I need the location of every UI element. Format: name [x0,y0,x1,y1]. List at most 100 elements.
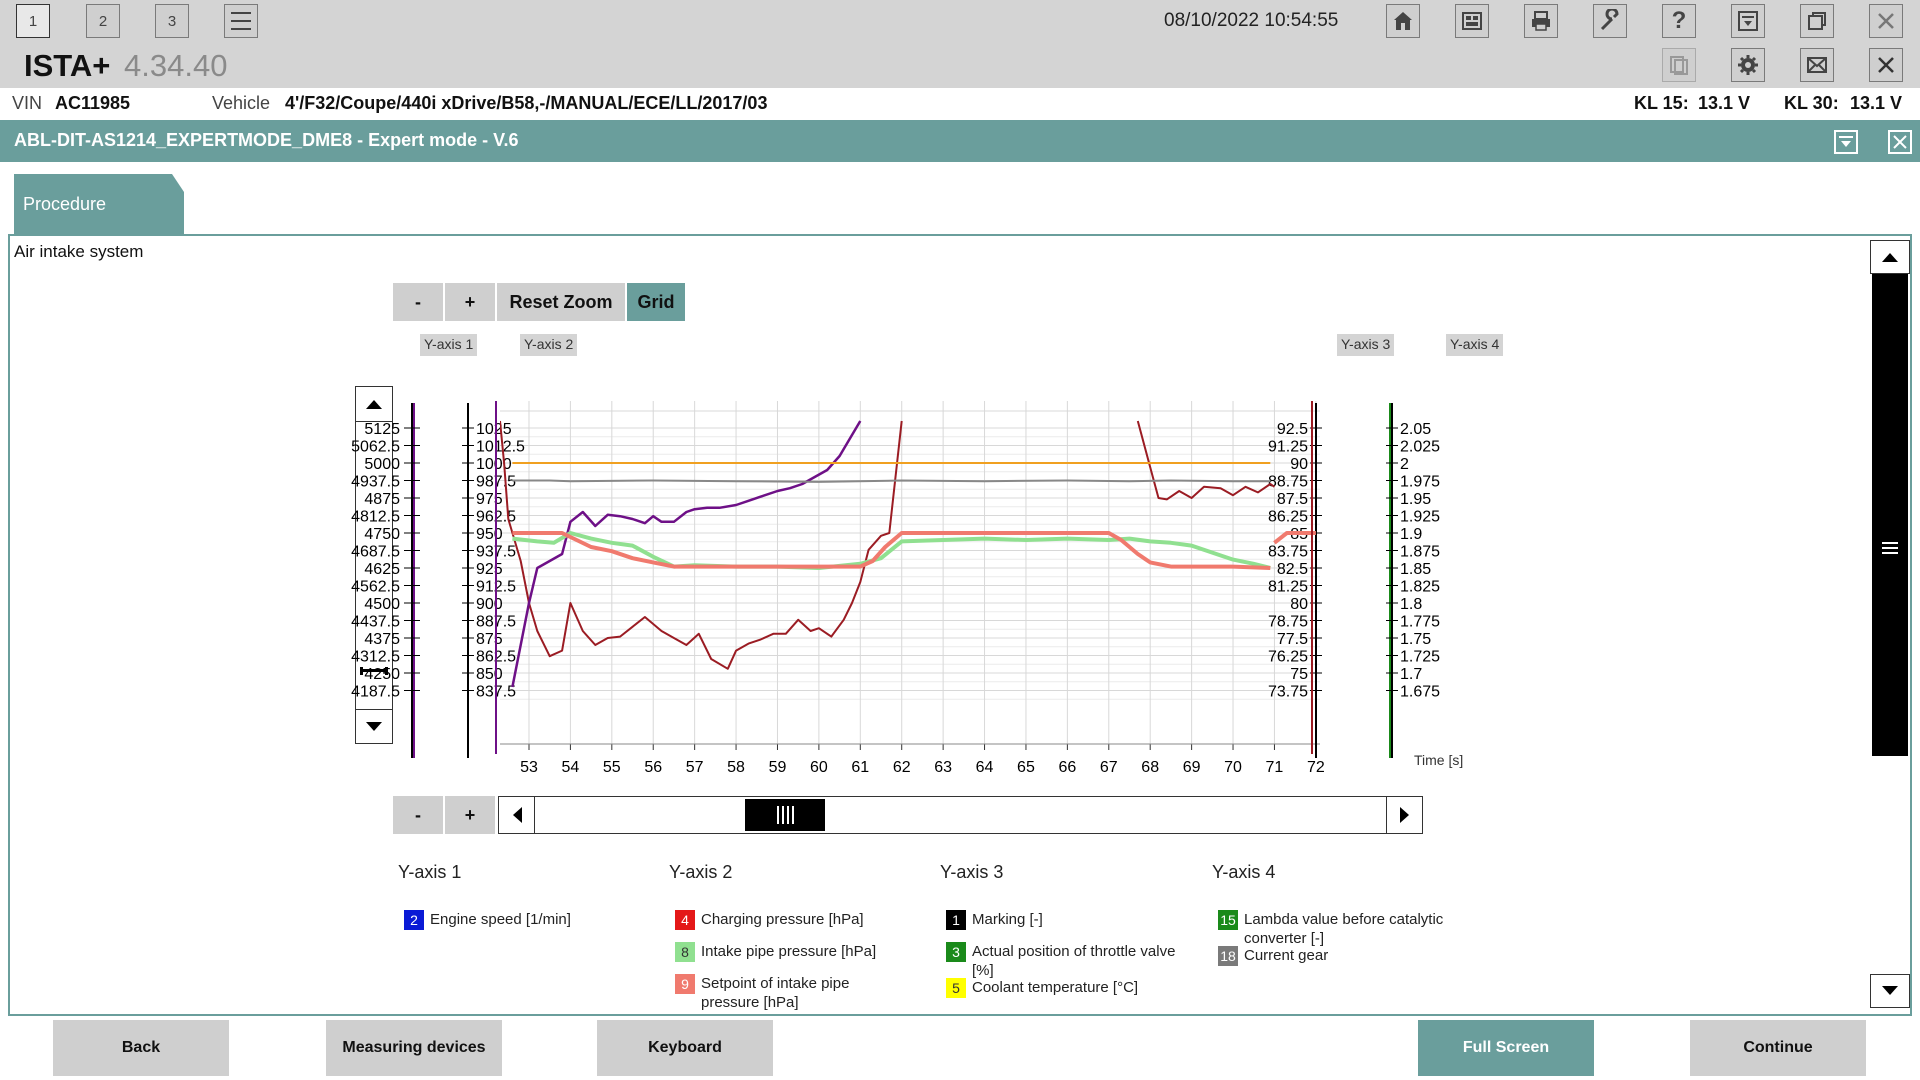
printer-icon[interactable] [1524,4,1558,38]
close-procedure-icon[interactable] [1888,130,1912,154]
y-axis-3-tag[interactable]: Y-axis 3 [1337,334,1395,356]
session-tab-1[interactable]: 1 [16,4,50,38]
panel-scrollbar[interactable] [1870,240,1910,1008]
scroll-up-button[interactable] [1870,240,1910,274]
y-axis-2-tick-label: 1012.5 [476,439,525,456]
x-tick-label: 56 [644,759,662,776]
wrench-icon[interactable] [1593,4,1627,38]
reset-zoom-button[interactable]: Reset Zoom [497,283,625,321]
y-axis-2-tick-label: 900 [476,596,503,613]
close-app-icon[interactable] [1869,4,1903,38]
legend-label: Lambda value before catalytic converter … [1244,911,1444,947]
home-icon[interactable] [1386,4,1420,38]
y-axis-2-tick-label: 975 [476,491,503,508]
time-scrollbar-thumb[interactable] [745,799,825,831]
y-axis-1-tick-label: 4250 [364,666,400,683]
y-axis-4-tick-label: 1.75 [1400,631,1431,648]
vin-label: VIN [12,93,43,113]
kl15-label: KL 15: [1634,93,1689,113]
legend-label: Actual position of throttle valve [%] [972,943,1176,979]
close-session-icon[interactable] [1869,48,1903,82]
session-tab-3[interactable]: 3 [155,4,189,38]
x-tick-label: 68 [1141,759,1159,776]
legend-item[interactable]: 18 Current gear [1218,946,1448,966]
zoom-slider-down-button[interactable] [356,710,392,744]
y-axis-3-tick-label: 88.75 [1268,474,1308,491]
restore-window-icon[interactable] [1800,4,1834,38]
dropdown-menu-icon[interactable] [1731,4,1765,38]
minimize-procedure-icon[interactable] [1834,130,1858,154]
vertical-zoom-slider[interactable] [355,386,393,744]
y-axis-4-tag[interactable]: Y-axis 4 [1446,334,1504,356]
back-button[interactable]: Back [53,1020,229,1076]
continue-button[interactable]: Continue [1690,1020,1866,1076]
zoom-in-button[interactable]: + [445,283,495,321]
session-tab-2[interactable]: 2 [86,4,120,38]
y-axis-3-tick-label: 82.5 [1277,561,1308,578]
session-tab-3-label: 3 [167,12,177,30]
kl30-value: 13.1 V [1850,93,1903,113]
keyboard-button[interactable]: Keyboard [597,1020,773,1076]
x-tick-label: 70 [1224,759,1242,776]
y-axis-4-tick-label: 1.825 [1400,579,1440,596]
y-axis-1-tick-label: 4812.5 [351,509,400,526]
scrollbar-grip-icon [1882,539,1898,557]
help-icon[interactable]: ? [1662,4,1696,38]
full-screen-button[interactable]: Full Screen [1418,1020,1594,1076]
time-scrollbar[interactable] [498,796,1423,834]
settings-gear-icon[interactable] [1731,48,1765,82]
legend-item[interactable]: 4 Charging pressure [hPa] [675,910,905,930]
legend-item[interactable]: 15 Lambda value before catalytic converte… [1218,910,1448,948]
scroll-down-button[interactable] [1870,974,1910,1008]
x-tick-label: 69 [1183,759,1201,776]
legend-item[interactable]: 5 Coolant temperature [°C] [946,978,1176,998]
scroll-right-button[interactable] [1386,797,1422,833]
legend-item[interactable]: 9 Setpoint of intake pipe pressure [hPa] [675,974,905,1012]
time-zoom-out-button[interactable]: - [393,796,443,834]
legend-number-badge: 18 [1218,946,1238,966]
legend-item[interactable]: 3 Actual position of throttle valve [%] [946,942,1176,980]
y-axis-2-tag[interactable]: Y-axis 2 [520,334,578,356]
legend-item[interactable]: 1 Marking [-] [946,910,1176,930]
kl30-label: KL 30: [1784,93,1839,113]
legend-label: Intake pipe pressure [hPa] [701,943,877,960]
y-axis-3-tick-label: 83.75 [1268,544,1308,561]
y-axis-4-tick-label: 2.05 [1400,421,1431,438]
measurement-chart[interactable]: 5125 1025 92.5 2.05 5062.5 1012.5 91.25 2.025 50… [340,376,1540,786]
list-view-icon[interactable] [224,4,258,38]
vehicle-info-bar: VIN AC11985 Vehicle 4'/F32/Coupe/440i xD… [0,88,1920,118]
legend-item[interactable]: 2 Engine speed [1/min] [404,910,634,930]
y-axis-1-tick-label: 4687.5 [351,544,400,561]
y-axis-1-tick-label: 4312.5 [351,649,400,666]
x-tick-label: 71 [1266,759,1284,776]
time-zoom-in-button[interactable]: + [445,796,495,834]
series-line-charging [500,420,903,670]
zoom-out-button[interactable]: - [393,283,443,321]
legend-number-badge: 1 [946,910,966,930]
content-panel: Air intake system [8,234,1912,1016]
legend-number-badge: 9 [675,974,695,994]
grid-toggle-button[interactable]: Grid [627,283,685,321]
zoom-slider-handle[interactable] [360,667,388,675]
y-axis-1-tick-label: 4875 [364,491,400,508]
legend-item[interactable]: 8 Intake pipe pressure [hPa] [675,942,905,962]
y-axis-1-tick-label: 5125 [364,421,400,438]
x-tick-label: 65 [1017,759,1035,776]
scroll-left-button[interactable] [499,797,535,833]
measuring-devices-button[interactable]: Measuring devices [326,1020,502,1076]
scrollbar-thumb[interactable] [1872,274,1908,756]
vehicle-data-icon[interactable] [1455,4,1489,38]
y-axis-4-tick-label: 1.725 [1400,649,1440,666]
y-axis-3-tick-label: 90 [1290,456,1308,473]
message-icon[interactable] [1800,48,1834,82]
legend-label: Charging pressure [hPa] [701,911,864,928]
legend-number-badge: 15 [1218,910,1238,930]
y-axis-4-tick-label: 1.9 [1400,526,1422,543]
app-version: 4.34.40 [124,48,228,83]
y-axis-1-tag[interactable]: Y-axis 1 [420,334,478,356]
kl15-value: 13.1 V [1698,93,1751,113]
y-axis-1-tick-label: 4500 [364,596,400,613]
zoom-slider-up-button[interactable] [356,387,392,421]
tab-procedure[interactable]: Procedure [14,174,184,234]
